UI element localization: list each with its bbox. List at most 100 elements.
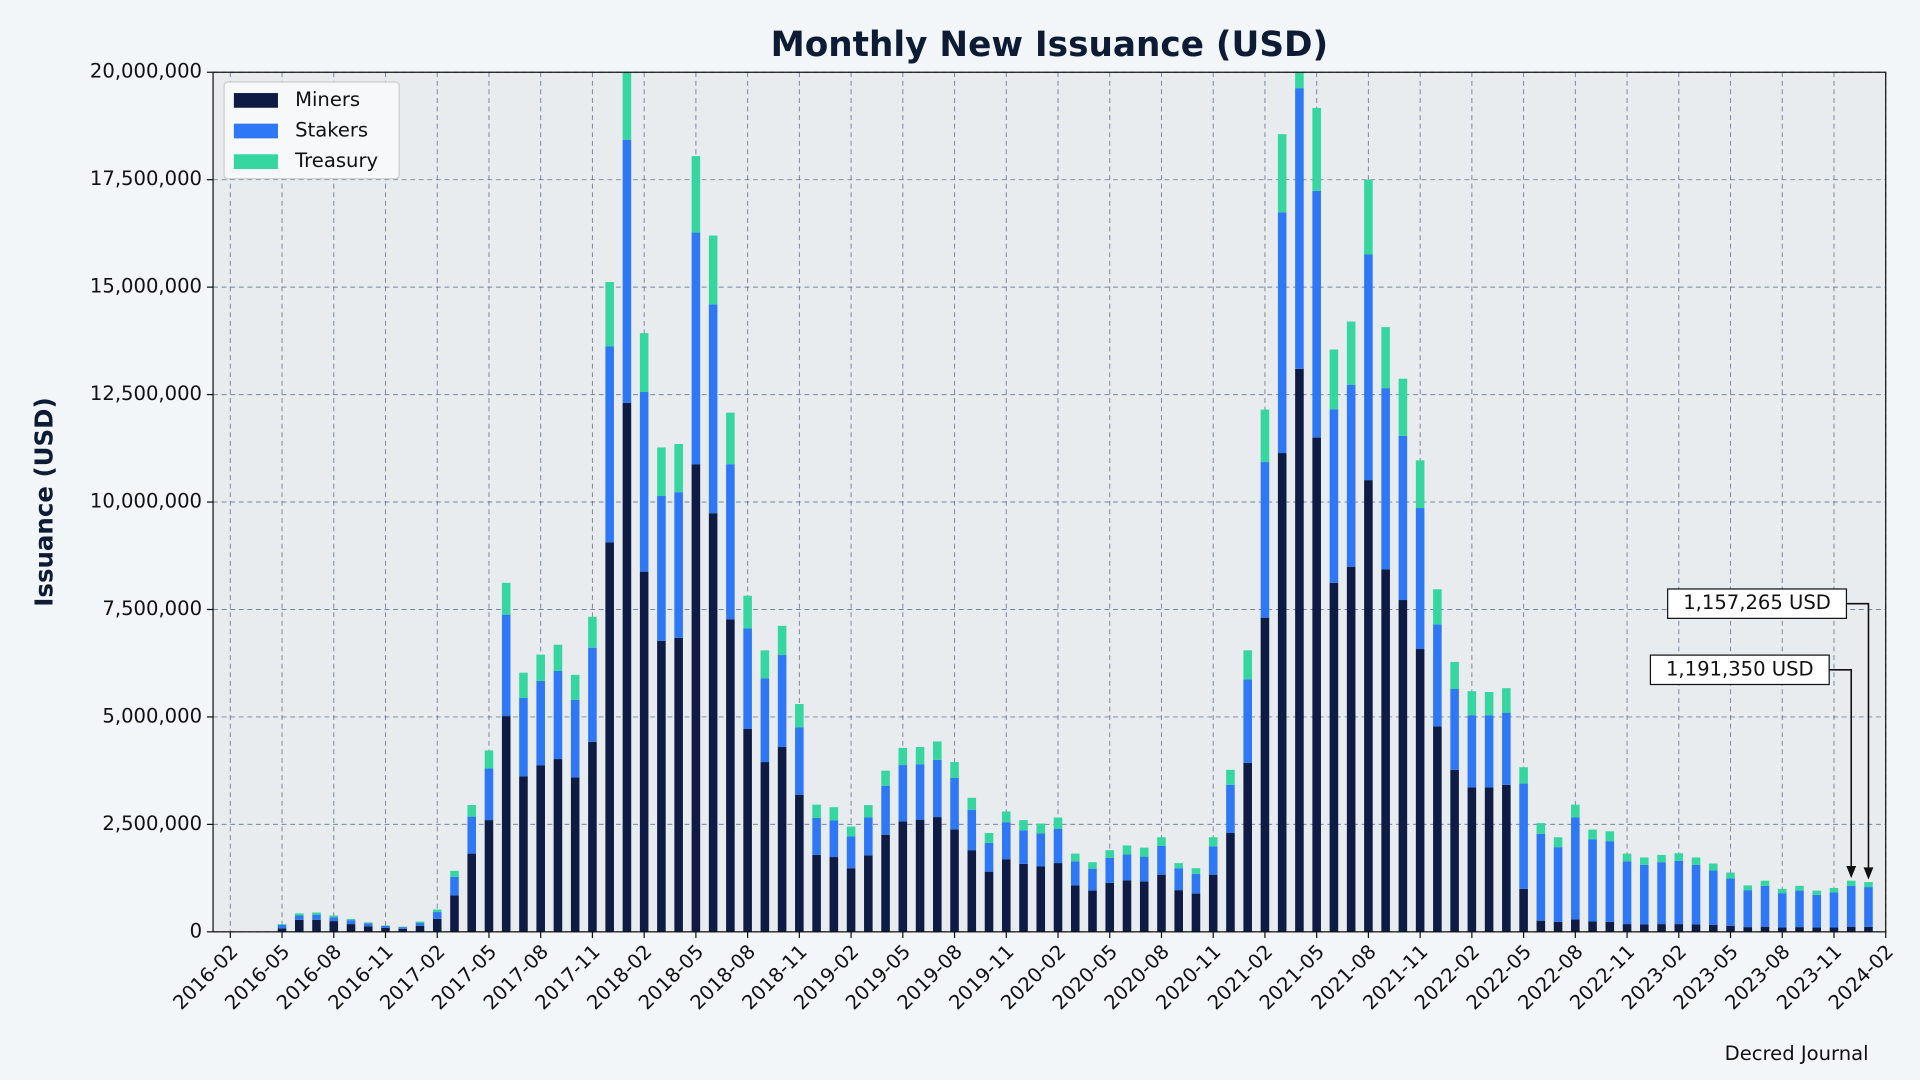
bar-segment	[501, 614, 511, 717]
bar-segment	[1088, 890, 1097, 932]
bar-segment	[1433, 589, 1442, 625]
bar-segment	[1846, 885, 1856, 927]
bar-segment	[812, 804, 821, 818]
bar-segment	[467, 805, 477, 817]
bar-segment	[519, 776, 528, 932]
bar-segment	[570, 777, 580, 932]
bar-segment	[1760, 885, 1770, 927]
bar-segment	[605, 346, 614, 543]
bar-segment	[1036, 866, 1046, 932]
bar-segment	[1260, 409, 1270, 463]
bar-segment	[1036, 833, 1046, 867]
bar-segment	[1036, 823, 1046, 834]
bar-segment	[605, 542, 614, 932]
bar-segment	[1864, 926, 1873, 932]
bar-segment	[1191, 868, 1201, 874]
bar-segment	[1105, 857, 1115, 883]
bar-segment	[553, 644, 563, 671]
bar-segment	[1295, 72, 1304, 89]
bar-segment	[760, 678, 770, 763]
bar-segment	[1415, 508, 1425, 650]
bar-segment	[846, 826, 856, 837]
bar-segment	[950, 762, 959, 778]
source: Decred Journal	[1725, 1042, 1869, 1065]
bar-segment	[1208, 837, 1218, 847]
bar-segment	[1484, 692, 1494, 716]
bar-segment	[294, 919, 304, 932]
bar-segment	[743, 628, 752, 729]
bar-segment	[691, 232, 701, 465]
bar-segment	[1346, 566, 1356, 932]
bar-segment	[519, 672, 528, 699]
bar-segment	[329, 917, 339, 922]
annotation-arrowhead	[1863, 867, 1874, 880]
bar-segment	[1536, 920, 1546, 932]
bar-segment	[1846, 880, 1856, 886]
bar-segment	[1001, 811, 1011, 823]
bar-segment	[1277, 134, 1287, 213]
bar-segment	[708, 235, 718, 305]
bar-segment	[346, 920, 356, 925]
bar-segment	[639, 333, 649, 393]
bar-segment	[1191, 893, 1201, 932]
bar-segment	[432, 909, 442, 913]
bar-segment	[1605, 831, 1615, 842]
bar-segment	[1398, 600, 1408, 932]
bar-segment	[1467, 715, 1477, 788]
bar-segment	[1519, 767, 1528, 784]
bar-segment	[1622, 924, 1632, 932]
bar-segment	[1139, 847, 1149, 857]
bar-segment	[1105, 850, 1115, 858]
bar-segment	[1743, 890, 1753, 928]
bar-segment	[1605, 921, 1615, 932]
bar-segment	[312, 912, 321, 915]
bar-segment	[708, 304, 718, 514]
bar-segment	[1605, 841, 1615, 922]
bar-segment	[1536, 833, 1546, 921]
bar-segment	[519, 698, 528, 777]
bar-segment	[1243, 679, 1252, 763]
bar-segment	[933, 817, 942, 932]
bar-segment	[1450, 769, 1459, 932]
bar-segment	[1760, 926, 1770, 932]
bar-segment	[501, 716, 511, 932]
bar-segment	[1346, 384, 1356, 567]
bar-segment	[984, 842, 994, 872]
bar-segment	[432, 918, 442, 932]
bar-segment	[1070, 853, 1080, 862]
bar-segment	[984, 871, 994, 932]
bar-segment	[1174, 890, 1184, 932]
bar-segment	[1088, 868, 1097, 891]
bar-segment	[812, 817, 821, 855]
bar-segment	[1019, 863, 1028, 932]
bar-segment	[1226, 784, 1235, 833]
annotation-box	[1649, 654, 1830, 686]
bar-segment	[1553, 837, 1563, 848]
bar-segment	[1553, 921, 1563, 932]
y-tick-label: 2,500,000	[102, 812, 202, 835]
bar-segment	[881, 834, 890, 932]
bars	[277, 72, 1873, 932]
chart-title: Monthly New Issuance (USD)	[771, 25, 1329, 65]
y-tick-label: 20,000,000	[90, 60, 202, 83]
bar-segment	[1398, 378, 1408, 436]
bar-segment	[536, 765, 545, 932]
bar-segment	[1622, 861, 1632, 925]
bar-segment	[915, 747, 925, 765]
bar-segment	[812, 854, 821, 932]
bar-segment	[674, 492, 683, 638]
y-tick-label: 12,500,000	[90, 382, 202, 405]
bar-segment	[864, 817, 873, 856]
bar-segment	[1846, 926, 1856, 932]
bar-segment	[1019, 830, 1028, 864]
bar-segment	[1450, 661, 1459, 690]
bar-segment	[1864, 882, 1873, 888]
bar-segment	[570, 699, 580, 778]
bar-segment	[622, 402, 632, 932]
bar-segment	[674, 444, 683, 493]
bar-segment	[415, 921, 425, 923]
bar-segment	[795, 727, 804, 795]
bar-segment	[1640, 864, 1649, 925]
annotation-text: 1,191,350 USD	[1666, 657, 1814, 680]
bar-segment	[1864, 887, 1873, 927]
